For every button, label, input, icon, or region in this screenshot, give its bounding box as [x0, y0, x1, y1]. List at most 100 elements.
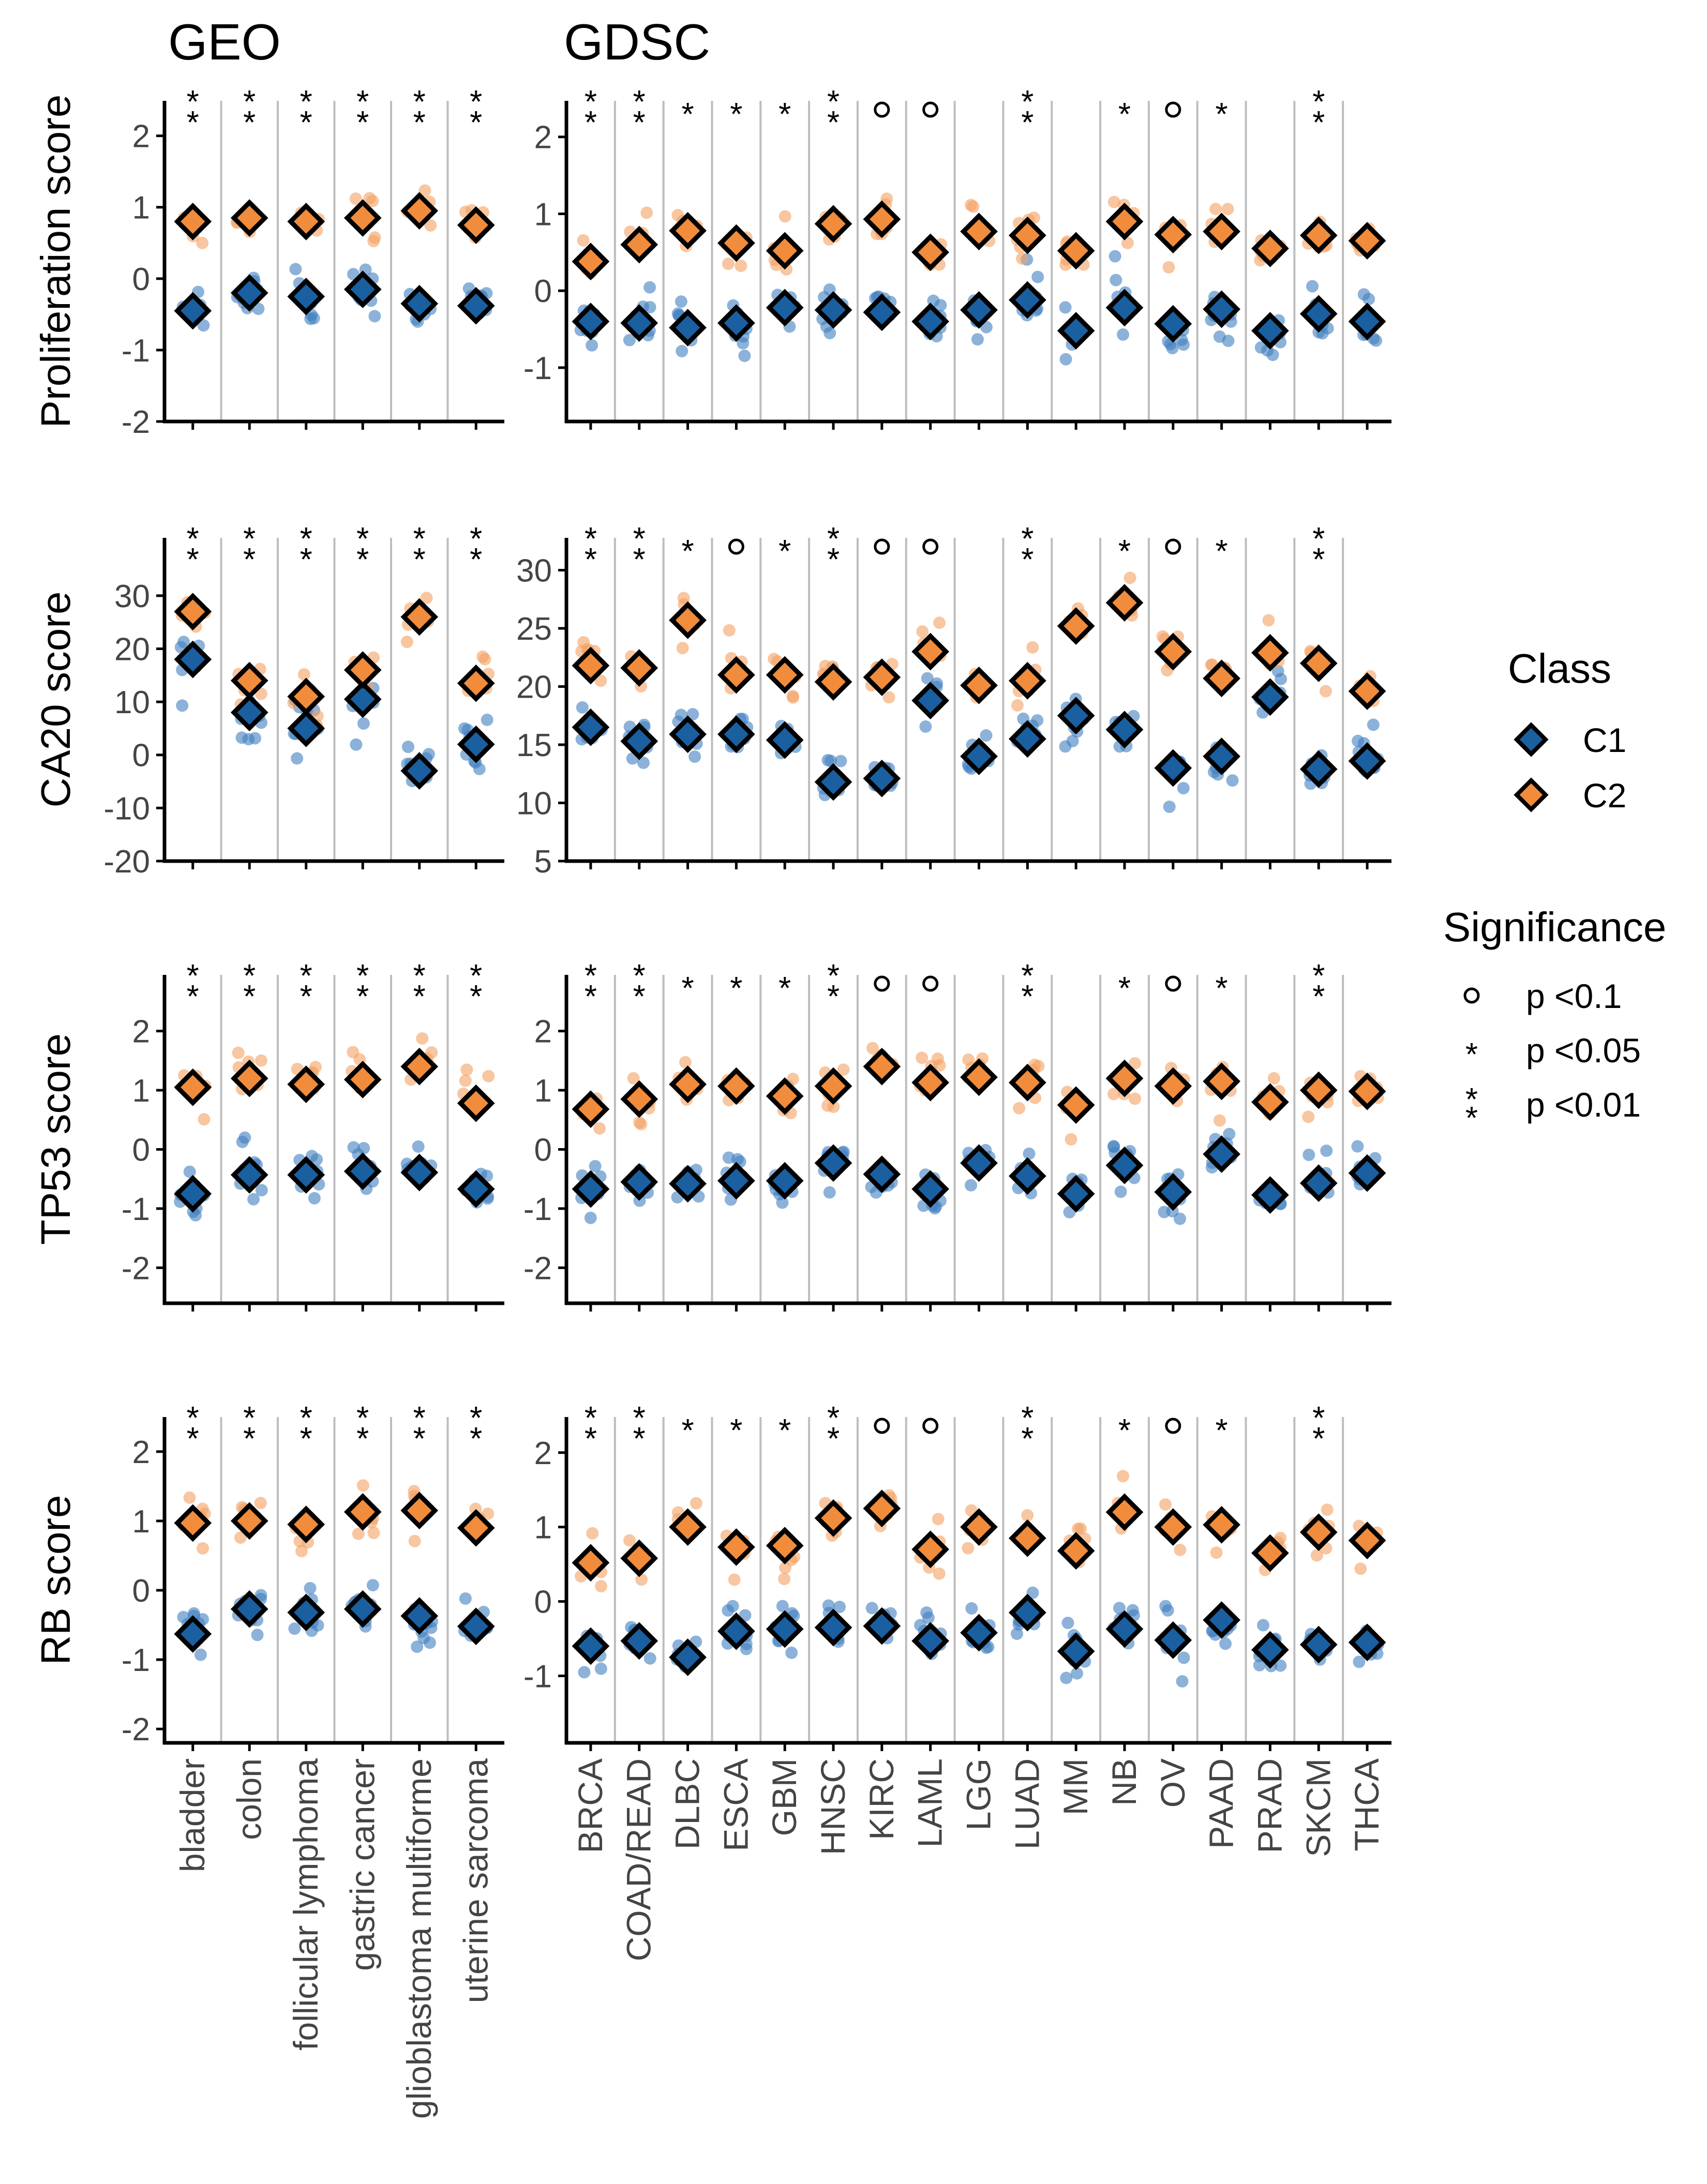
y-tick-label: 2 — [132, 1435, 150, 1470]
c1-mean-marker — [1154, 749, 1192, 787]
svg-text:*: * — [681, 971, 694, 1006]
significance-marker — [728, 538, 744, 555]
c1-mean-marker — [620, 304, 658, 342]
significance-marker: ** — [827, 1400, 840, 1457]
class-legend-label: C1 — [1583, 721, 1626, 759]
gdsc-category-label: LGG — [960, 1758, 998, 1830]
c2-sample-point — [965, 199, 978, 212]
significance-marker: * — [681, 97, 694, 132]
c1-mean-marker — [1251, 1176, 1289, 1214]
c2-mean-marker — [457, 1509, 495, 1547]
c1-sample-point — [776, 1600, 789, 1613]
svg-text:*: * — [1312, 979, 1325, 1015]
significance-marker — [1165, 101, 1181, 118]
c1-sample-point — [1031, 270, 1044, 283]
svg-text:*: * — [1312, 542, 1325, 578]
svg-text:*: * — [1118, 1413, 1131, 1449]
svg-text:*: * — [1312, 1421, 1325, 1457]
c2-mean-marker — [1008, 1519, 1046, 1557]
significance-legend-symbol — [1463, 987, 1480, 1004]
significance-marker: * — [730, 971, 742, 1006]
significance-marker: ** — [187, 1400, 199, 1457]
significance-marker — [1165, 975, 1181, 992]
significance-marker: * — [778, 97, 791, 132]
svg-text:*: * — [300, 542, 312, 578]
c1-mean-marker — [1203, 737, 1240, 775]
c1-mean-marker — [572, 303, 610, 341]
c2-sample-point — [1319, 685, 1332, 698]
c1-mean-marker — [911, 682, 950, 719]
significance-marker: * — [1216, 534, 1228, 569]
c2-sample-point — [183, 1491, 196, 1504]
c2-sample-point — [723, 624, 736, 637]
c1-sample-point — [1163, 801, 1176, 814]
svg-text:*: * — [681, 534, 694, 569]
c2-sample-point — [1162, 261, 1175, 274]
gdsc-category-label: KIRC — [862, 1758, 901, 1840]
significance-marker: * — [681, 534, 694, 569]
c2-mean-marker — [287, 677, 325, 716]
c2-sample-point — [676, 642, 689, 655]
svg-text:*: * — [827, 979, 840, 1015]
svg-text:*: * — [827, 1400, 840, 1436]
y-tick-label: -2 — [122, 1251, 150, 1286]
significance-marker: ** — [633, 84, 646, 141]
significance-marker: ** — [1021, 1400, 1034, 1457]
c1-sample-point — [251, 1629, 264, 1641]
c1-mean-marker — [1057, 1632, 1095, 1670]
svg-text:*: * — [1021, 979, 1034, 1015]
c2-mean-marker — [287, 1065, 325, 1103]
c1-mean-marker — [669, 715, 707, 754]
significance-marker: ** — [413, 1400, 426, 1457]
c2-mean-marker — [1203, 213, 1240, 251]
c2-mean-marker — [863, 658, 901, 696]
significance-marker: ** — [633, 1400, 646, 1457]
row-label: Proliferation score — [33, 95, 79, 428]
c1-sample-point — [289, 263, 302, 276]
c1-sample-point — [1213, 330, 1226, 343]
significance-marker — [1165, 538, 1181, 555]
svg-text:*: * — [356, 105, 369, 141]
c1-mean-marker — [457, 1607, 495, 1646]
c1-sample-point — [834, 755, 847, 767]
c1-mean-marker — [814, 291, 852, 329]
svg-text:*: * — [585, 1400, 597, 1436]
y-tick-label: 0 — [132, 1573, 150, 1609]
c1-sample-point — [177, 636, 190, 649]
c1-mean-marker — [1008, 1157, 1046, 1195]
c1-sample-point — [576, 701, 589, 714]
c2-sample-point — [1129, 1092, 1142, 1105]
svg-text:*: * — [470, 1421, 482, 1457]
c2-mean-marker — [620, 1539, 658, 1577]
c1-mean-marker — [1154, 1621, 1192, 1659]
significance-marker: * — [681, 1413, 694, 1449]
c2-sample-point — [418, 184, 431, 197]
c2-sample-point — [1302, 1110, 1315, 1123]
c2-sample-point — [866, 1042, 879, 1055]
svg-text:*: * — [730, 1413, 742, 1449]
c1-mean-marker — [1251, 1631, 1289, 1669]
svg-text:*: * — [413, 958, 426, 994]
c2-sample-point — [295, 1545, 308, 1558]
svg-text:*: * — [681, 97, 694, 132]
c2-mean-marker — [1203, 1062, 1240, 1101]
svg-text:*: * — [470, 1400, 482, 1436]
svg-text:*: * — [300, 1421, 312, 1457]
c1-mean-marker — [287, 710, 325, 747]
c2-mean-marker — [230, 1502, 268, 1540]
y-tick-label: 0 — [132, 1133, 150, 1168]
y-tick-label: 1 — [132, 1504, 150, 1540]
c2-sample-point — [368, 231, 381, 244]
c2-sample-point — [459, 1074, 472, 1087]
c1-sample-point — [965, 1602, 978, 1615]
c2-sample-point — [728, 1573, 741, 1586]
c2-mean-marker — [174, 593, 212, 630]
c1-mean-marker — [911, 1170, 950, 1208]
c1-sample-point — [1320, 1144, 1333, 1157]
c2-mean-marker — [1203, 1506, 1240, 1544]
c1-sample-point — [357, 1142, 370, 1155]
c1-mean-marker — [814, 1144, 852, 1182]
c2-sample-point — [1065, 1133, 1077, 1146]
svg-text:*: * — [633, 542, 646, 578]
